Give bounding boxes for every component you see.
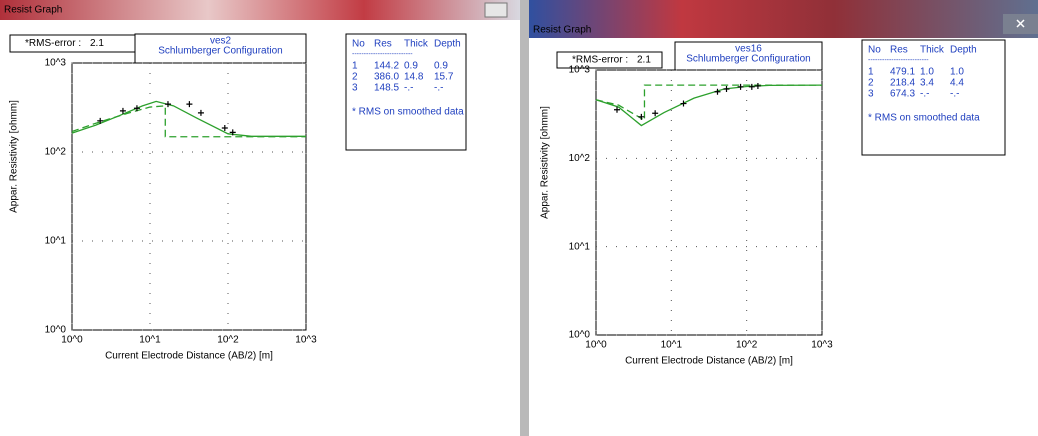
y-tick-label: 10^3 — [45, 58, 67, 69]
table-cell: 148.5 — [374, 83, 399, 94]
table-cell: 3 — [868, 89, 874, 100]
x-axis-label: Current Electrode Distance (AB/2) [m] — [625, 356, 793, 367]
table-cell: -.- — [920, 89, 929, 100]
x-tick-label: 10^2 — [217, 335, 239, 346]
title-bar — [529, 0, 1038, 38]
x-tick-label: 10^3 — [811, 340, 833, 351]
x-tick-label: 10^2 — [736, 340, 758, 351]
x-tick-label: 10^0 — [61, 335, 83, 346]
table-cell: -.- — [404, 83, 413, 94]
note: * RMS on smoothed data — [352, 107, 464, 118]
table-cell: 0.9 — [404, 61, 418, 72]
x-tick-label: 10^1 — [139, 335, 161, 346]
x-axis-label: Current Electrode Distance (AB/2) [m] — [105, 351, 273, 362]
table-header: No — [868, 45, 881, 56]
window-title: Resist Graph — [533, 25, 591, 36]
close-button[interactable] — [485, 3, 507, 17]
table-cell: 144.2 — [374, 61, 399, 72]
table-cell: 2 — [352, 72, 358, 83]
table-cell: 479.1 — [890, 67, 915, 78]
table-header: Res — [374, 39, 392, 50]
table-separator: -------------------------- — [352, 51, 413, 58]
table-header: Thick — [404, 39, 429, 50]
table-header: No — [352, 39, 365, 50]
table-cell: 1 — [352, 61, 358, 72]
x-tick-label: 10^3 — [295, 335, 317, 346]
table-cell: 3 — [352, 83, 358, 94]
table-separator: -------------------------- — [868, 57, 929, 64]
table-cell: -.- — [950, 89, 959, 100]
table-header: Thick — [920, 45, 945, 56]
chart-subtitle: Schlumberger Configuration — [158, 46, 283, 57]
y-tick-label: 10^2 — [45, 147, 67, 158]
table-cell: 3.4 — [920, 78, 934, 89]
table-cell: 386.0 — [374, 72, 399, 83]
table-cell: 4.4 — [950, 78, 964, 89]
rms-value: 2.1 — [90, 38, 104, 49]
note: * RMS on smoothed data — [868, 113, 980, 124]
y-tick-label: 10^1 — [45, 236, 67, 247]
table-cell: 1.0 — [950, 67, 964, 78]
table-cell: 15.7 — [434, 72, 454, 83]
table-header: Depth — [950, 45, 977, 56]
title-bar — [0, 0, 520, 20]
y-tick-label: 10^3 — [569, 65, 591, 76]
x-tick-label: 10^0 — [585, 340, 607, 351]
y-axis-label: Appar. Resistivity [ohmm] — [540, 106, 551, 219]
table-cell: 1.0 — [920, 67, 934, 78]
table-header: Res — [890, 45, 908, 56]
y-tick-label: 10^1 — [569, 241, 591, 252]
window-title: Resist Graph — [4, 5, 62, 16]
chart-subtitle: Schlumberger Configuration — [686, 54, 811, 65]
y-tick-label: 10^2 — [569, 153, 591, 164]
table-cell: -.- — [434, 83, 443, 94]
screen: Resist Graph *RMS-error : 2.1 No Res Thick Dep… — [0, 0, 1038, 436]
y-tick-label: 10^0 — [45, 325, 67, 336]
table-cell: 0.9 — [434, 61, 448, 72]
table-cell: 218.4 — [890, 78, 915, 89]
y-axis-label: Appar. Resistivity [ohmm] — [9, 100, 20, 213]
x-tick-label: 10^1 — [661, 340, 683, 351]
table-cell: 674.3 — [890, 89, 915, 100]
rms-value: 2.1 — [637, 55, 651, 66]
table-cell: 2 — [868, 78, 874, 89]
table-cell: 1 — [868, 67, 874, 78]
y-tick-label: 10^0 — [569, 330, 591, 341]
rms-label: *RMS-error : — [25, 38, 81, 49]
table-cell: 14.8 — [404, 72, 424, 83]
page: Resist Graph *RMS-error : 2.1 No Res Thick Dep… — [0, 0, 1038, 436]
table-header: Depth — [434, 39, 461, 50]
